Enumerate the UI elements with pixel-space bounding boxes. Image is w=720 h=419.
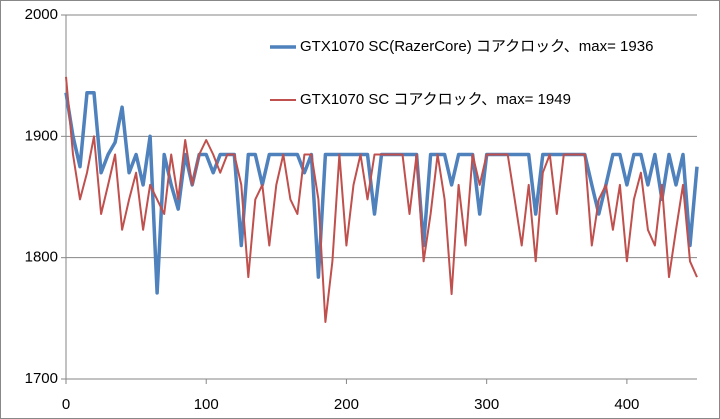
x-tick-label: 0 [62, 396, 70, 413]
y-tick-label: 1900 [25, 127, 58, 144]
x-tick-label: 100 [194, 396, 219, 413]
x-tick-label: 200 [334, 396, 359, 413]
y-tick-label: 2000 [25, 6, 58, 23]
x-tick-label: 400 [614, 396, 639, 413]
x-tick-label: 300 [474, 396, 499, 413]
y-tick-label: 1700 [25, 370, 58, 387]
legend-label: GTX1070 SC(RazerCore) コアクロック、max= 1936 [300, 38, 653, 55]
legend-label: GTX1070 SC コアクロック、max= 1949 [300, 91, 571, 108]
series-line [65, 76, 698, 323]
y-tick-label: 1800 [25, 249, 58, 266]
